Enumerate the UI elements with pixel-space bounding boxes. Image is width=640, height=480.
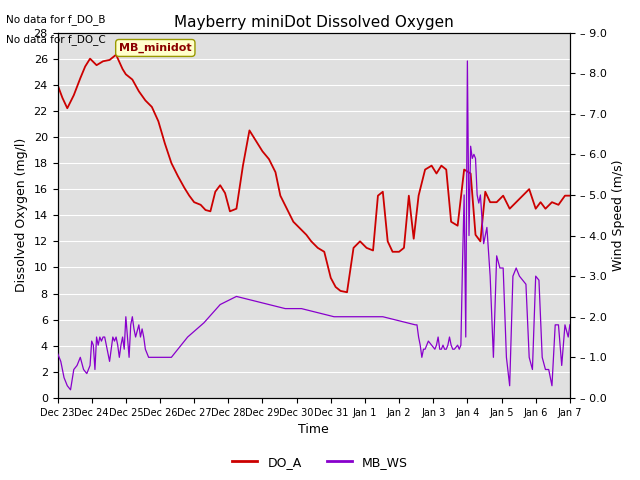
Y-axis label: Dissolved Oxygen (mg/l): Dissolved Oxygen (mg/l) xyxy=(15,138,28,292)
Title: Mayberry miniDot Dissolved Oxygen: Mayberry miniDot Dissolved Oxygen xyxy=(174,15,454,30)
Text: MB_minidot: MB_minidot xyxy=(119,43,191,53)
Legend: DO_A, MB_WS: DO_A, MB_WS xyxy=(227,451,413,474)
Text: No data for f_DO_C: No data for f_DO_C xyxy=(6,34,106,45)
Text: No data for f_DO_B: No data for f_DO_B xyxy=(6,14,106,25)
X-axis label: Time: Time xyxy=(298,423,329,436)
Y-axis label: Wind Speed (m/s): Wind Speed (m/s) xyxy=(612,159,625,271)
